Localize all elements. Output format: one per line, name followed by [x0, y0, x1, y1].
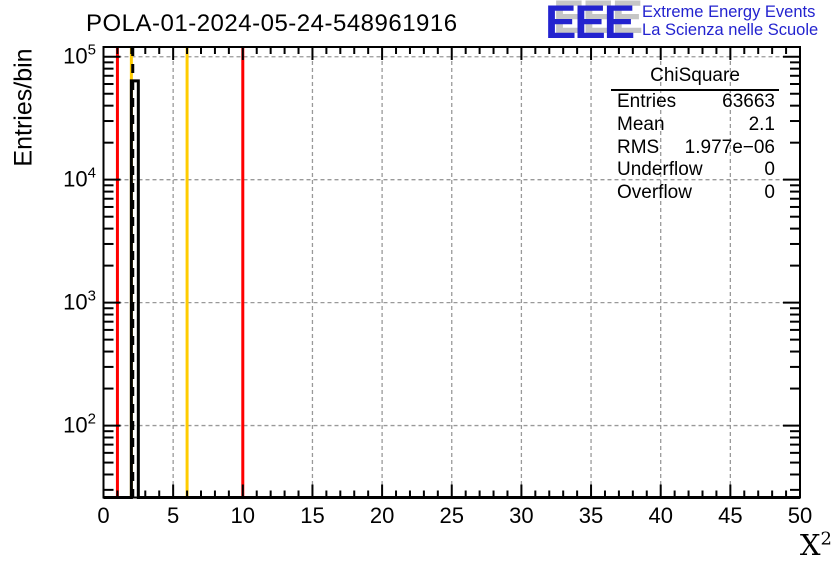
- stat-value: 1.977e−06: [684, 136, 775, 158]
- y-axis-labels: 102 103 104 105: [63, 42, 96, 438]
- x-tick-label-50: 50: [788, 503, 812, 528]
- stat-value: 2.1: [748, 113, 775, 135]
- x-tick-label-10: 10: [231, 503, 255, 528]
- stat-value: 0: [764, 159, 775, 181]
- stat-row-entries: Entries 63663: [611, 91, 779, 114]
- reference-lines: [115, 47, 245, 498]
- x-axis-labels: 0 5 10 15 20 25 30 35 40 45 50: [97, 503, 812, 528]
- y-axis-title: Entries/bin: [9, 48, 38, 167]
- x-tick-label-40: 40: [648, 503, 672, 528]
- x-tick-label-25: 25: [440, 503, 464, 528]
- x-tick-label-35: 35: [579, 503, 603, 528]
- x-axis-title: X2: [800, 528, 832, 562]
- stat-label: Mean: [617, 113, 665, 135]
- y-tick-label-1e5: 105: [63, 42, 96, 69]
- x-axis-title-exponent: 2: [820, 528, 832, 550]
- stat-label: Overflow: [617, 182, 692, 204]
- eee-logo: EEE Extreme Energy Events La Scienza nel…: [545, 0, 818, 48]
- stat-label: Underflow: [617, 159, 703, 181]
- stats-box-rows: Entries 63663 Mean 2.1 RMS 1.977e−06 Underflow…: [611, 91, 779, 205]
- eee-logo-subtitle: Extreme Energy Events La Scienza nelle S…: [642, 3, 818, 39]
- eee-logo-line2: La Scienza nelle Scuole: [642, 21, 819, 39]
- x-tick-label-5: 5: [167, 503, 179, 528]
- x-axis-title-base: X: [799, 528, 821, 562]
- stats-box-title: ChiSquare: [611, 64, 779, 91]
- stat-value: 0: [764, 182, 775, 204]
- stats-box: ChiSquare Entries 63663 Mean 2.1 RMS 1.977e−0…: [611, 64, 779, 205]
- eee-logo-line1: Extreme Energy Events: [642, 3, 816, 21]
- x-tick-label-45: 45: [718, 503, 742, 528]
- x-tick-label-30: 30: [509, 503, 533, 528]
- plot-frame: [102, 46, 801, 499]
- plot-title: POLA-01-2024-05-24-548961916: [86, 10, 458, 37]
- stat-value: 63663: [722, 91, 775, 112]
- stat-label: RMS: [617, 136, 660, 158]
- x-tick-label-20: 20: [370, 503, 394, 528]
- stat-row-rms: RMS 1.977e−06: [611, 137, 779, 160]
- stat-row-underflow: Underflow 0: [611, 159, 779, 182]
- stat-row-overflow: Overflow 0: [611, 182, 779, 205]
- x-tick-label-15: 15: [300, 503, 324, 528]
- stat-label: Entries: [617, 91, 677, 112]
- y-tick-label-1e3: 103: [63, 288, 96, 315]
- y-tick-label-1e2: 102: [63, 411, 96, 438]
- axis-ticks: [102, 47, 801, 498]
- y-tick-label-1e4: 104: [63, 165, 96, 192]
- stat-row-mean: Mean 2.1: [611, 114, 779, 137]
- eee-logo-acronym: EEE: [545, 0, 635, 48]
- x-tick-label-0: 0: [97, 503, 109, 528]
